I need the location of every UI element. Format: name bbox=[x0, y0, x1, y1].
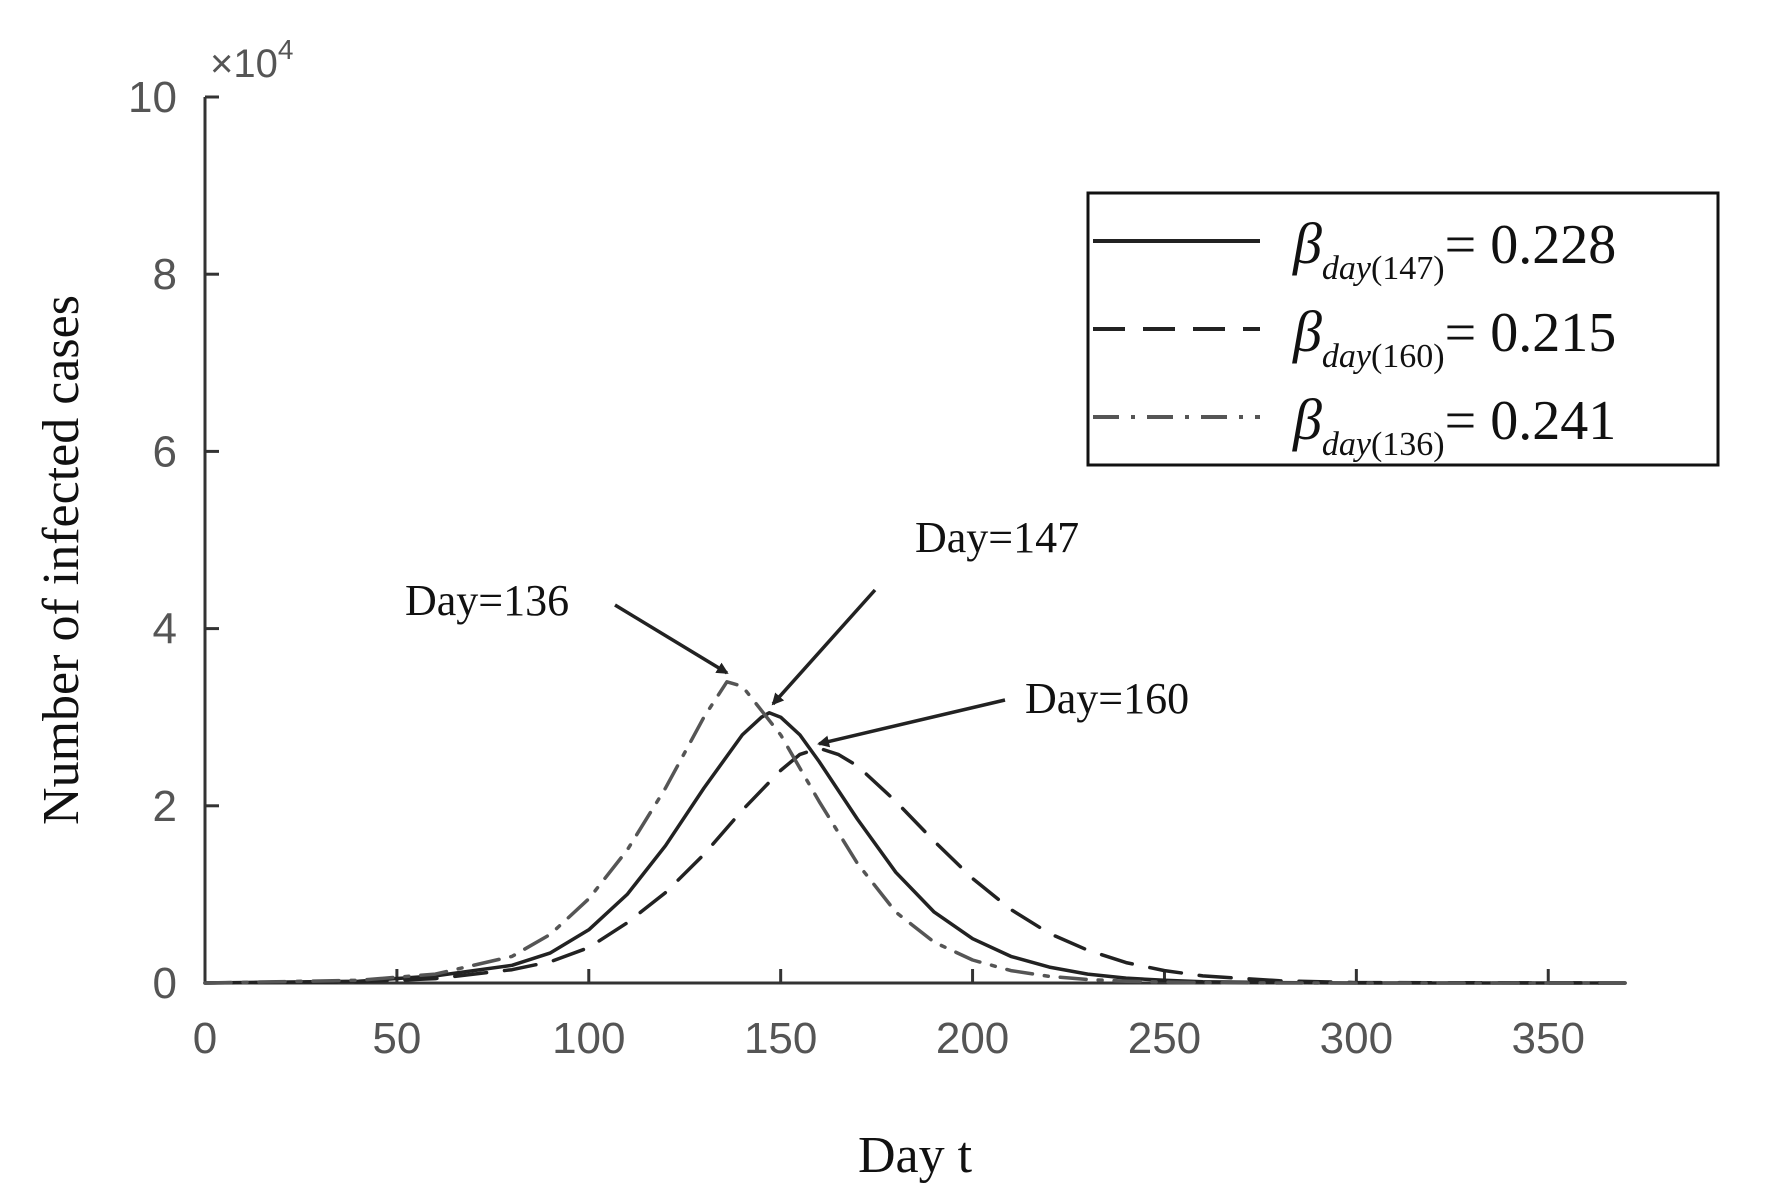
y-axis-title: Number of infected cases bbox=[33, 295, 90, 825]
annotation-arrow-3 bbox=[817, 698, 1006, 748]
annotation-label-3: Day=160 bbox=[1025, 674, 1189, 723]
x-tick-label: 250 bbox=[1128, 1014, 1201, 1063]
y-tick-label: 0 bbox=[153, 959, 177, 1008]
x-tick-label: 150 bbox=[744, 1014, 817, 1063]
y-tick-label: 2 bbox=[153, 782, 177, 831]
x-tick-label: 50 bbox=[372, 1014, 421, 1063]
series-line-1 bbox=[203, 711, 1627, 985]
y-tick-label: 4 bbox=[153, 605, 177, 654]
annotation-label-1: Day=136 bbox=[405, 576, 569, 625]
legend-box bbox=[1086, 191, 1720, 467]
y-tick-label: 8 bbox=[153, 250, 177, 299]
annotation-arrow-2 bbox=[771, 588, 877, 706]
series-layer bbox=[203, 680, 1627, 985]
legend: βday(147)= 0.228 βday(160)= 0.215 βday(136… bbox=[1086, 191, 1720, 467]
x-tick-label: 300 bbox=[1320, 1014, 1393, 1063]
series-line-2 bbox=[203, 746, 1627, 985]
annotation-layer: Day=136 Day=147 Day=160 bbox=[405, 513, 1189, 748]
annotation-arrow-1 bbox=[614, 603, 729, 675]
y-tick-label: 10 bbox=[128, 73, 177, 122]
x-tick-label: 350 bbox=[1512, 1014, 1585, 1063]
legend-label-1: βday(147)= 0.228 bbox=[1292, 211, 1616, 287]
x-tick-label: 200 bbox=[936, 1014, 1009, 1063]
legend-label-2: βday(160)= 0.215 bbox=[1292, 299, 1616, 375]
y-tick-label: 6 bbox=[153, 427, 177, 476]
x-axis-title: Day t bbox=[858, 1127, 973, 1184]
x-tick-label: 0 bbox=[193, 1014, 217, 1063]
legend-label-3: βday(136)= 0.241 bbox=[1292, 387, 1616, 463]
y-multiplier-label: ×104 bbox=[210, 34, 293, 86]
series-line-3 bbox=[203, 680, 1627, 985]
x-tick-label: 100 bbox=[552, 1014, 625, 1063]
annotation-label-2: Day=147 bbox=[915, 513, 1079, 562]
axes: 0 50 100 150 200 250 300 350 0 2 4 6 8 10 ×104 Day t Num… bbox=[33, 34, 1625, 1184]
